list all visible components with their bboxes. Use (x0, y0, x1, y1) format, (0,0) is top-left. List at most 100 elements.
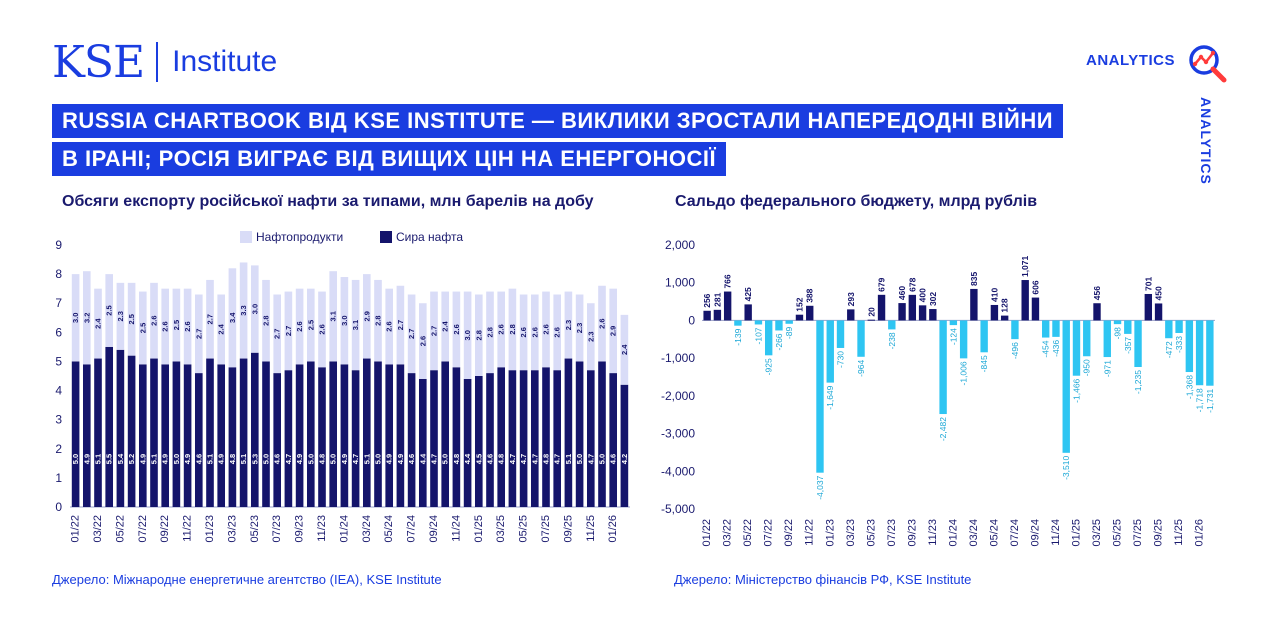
value-label: 281 (712, 292, 722, 306)
deficit-bar (1175, 320, 1183, 333)
oil-products-bar (105, 274, 114, 347)
crude-oil-value-label: 4.8 (497, 454, 506, 464)
deficit-bar (857, 320, 865, 357)
x-tick-label: 03/24 (968, 519, 980, 547)
oil-products-bar (362, 274, 371, 359)
surplus-bar (713, 309, 722, 321)
x-tick-label: 05/23 (865, 519, 877, 547)
value-label: -1,718 (1195, 388, 1205, 412)
deficit-bar (1011, 320, 1019, 340)
x-tick-label: 03/22 (92, 515, 104, 543)
surplus-bar (877, 294, 886, 321)
x-tick-label: 01/24 (947, 519, 959, 547)
crude-oil-bar (452, 367, 461, 507)
oil-products-bar (497, 291, 506, 368)
value-label: -1,006 (959, 361, 969, 385)
oil-products-bar (138, 291, 147, 365)
crude-oil-bar (486, 373, 494, 507)
crude-oil-bar (262, 361, 270, 507)
crude-oil-value-label: 4.9 (396, 454, 405, 464)
x-tick-label: 11/23 (927, 519, 939, 546)
crude-oil-value-label: 4.9 (138, 454, 147, 464)
crude-oil-value-label: 4.9 (340, 454, 349, 464)
crude-oil-bar (239, 358, 248, 507)
x-tick-label: 03/24 (361, 515, 373, 543)
oil-products-value-label: 2.4 (217, 323, 226, 334)
crude-oil-bar (620, 384, 629, 507)
crude-oil-value-label: 4.7 (530, 454, 539, 464)
analytics-label: ANALYTICS (1086, 52, 1175, 69)
oil-products-value-label: 2.5 (138, 323, 147, 333)
value-label: 128 (1000, 298, 1010, 312)
crude-oil-value-label: 4.7 (430, 454, 439, 464)
crude-oil-value-label: 4.4 (418, 453, 427, 464)
oil-products-bar (609, 288, 618, 374)
oil-products-bar (116, 282, 125, 350)
deficit-bar (826, 320, 834, 383)
oil-products-value-label: 3.2 (82, 313, 91, 323)
magnifier-chart-icon (1189, 45, 1227, 83)
x-tick-label: 01/26 (607, 515, 619, 543)
oil-products-value-label: 2.3 (116, 311, 125, 321)
oil-products-value-label: 2.7 (430, 326, 439, 336)
deficit-bar (836, 320, 845, 348)
oil-products-bar (441, 291, 450, 362)
surplus-bar (723, 291, 732, 321)
y-tick-label: 4 (55, 384, 62, 398)
deficit-bar (939, 320, 947, 415)
value-label: -98 (1113, 327, 1123, 340)
value-label: 766 (723, 274, 733, 288)
crude-oil-value-label: 4.7 (553, 454, 562, 464)
crude-oil-value-label: 5.1 (362, 454, 371, 464)
logo-name: Institute (172, 45, 278, 78)
value-label: -1,368 (1184, 375, 1194, 399)
crude-oil-value-label: 4.5 (474, 454, 483, 464)
oil-products-value-label: 3.0 (340, 315, 349, 325)
oil-products-bar (374, 279, 382, 362)
x-tick-label: 03/25 (1091, 519, 1103, 547)
value-label: 152 (794, 297, 804, 311)
x-tick-label: 09/22 (159, 515, 171, 543)
oil-products-bar (172, 288, 181, 362)
oil-products-value-label: 2.6 (295, 321, 304, 331)
budget-balance-chart: 2,000 1,000 0 -1,000 -2,000 -3,000 -4,000 -5,00… (661, 238, 1215, 547)
value-label: -238 (887, 332, 897, 349)
value-label: 388 (805, 288, 815, 302)
x-tick-label: 05/22 (742, 519, 754, 547)
oil-products-bar (463, 291, 472, 379)
deficit-bar (816, 320, 824, 473)
value-label: -2,482 (938, 417, 948, 441)
crude-oil-bar (206, 358, 214, 507)
surplus-bar (847, 309, 855, 321)
crude-oil-value-label: 5.0 (262, 454, 271, 464)
oil-products-value-label: 2.8 (486, 327, 495, 337)
crude-oil-bar (564, 358, 573, 507)
y-tick-label: -5,000 (661, 502, 695, 516)
oil-products-bar (586, 303, 595, 371)
oil-products-bar (318, 291, 326, 368)
crude-oil-bar (82, 364, 91, 507)
logo-mark: KSE (52, 36, 145, 88)
oil-products-value-label: 3.1 (351, 320, 360, 330)
x-tick-label: 01/25 (473, 515, 485, 543)
x-tick-label: 01/22 (701, 519, 713, 547)
crude-oil-bar (418, 378, 427, 507)
oil-products-bar (553, 294, 562, 371)
crude-oil-bar (598, 361, 606, 507)
x-tick-label: 07/25 (1132, 519, 1144, 547)
surplus-bar (918, 305, 927, 321)
crude-oil-value-label: 5.1 (150, 454, 159, 464)
value-label: -472 (1164, 341, 1174, 358)
oil-products-bar (161, 288, 170, 365)
value-label: -971 (1102, 360, 1112, 377)
value-label: -496 (1010, 342, 1020, 359)
surplus-bar (795, 314, 804, 321)
legend-label-products: Нафтопродукти (256, 230, 343, 244)
y-tick-label: 5 (55, 354, 62, 368)
x-tick-label: 07/24 (1009, 519, 1021, 547)
crude-oil-bar (340, 364, 349, 507)
crude-oil-value-label: 4.8 (542, 454, 551, 464)
crude-oil-bar (463, 378, 472, 507)
x-tick-label: 03/25 (495, 515, 507, 543)
crude-oil-value-label: 4.8 (228, 454, 237, 464)
